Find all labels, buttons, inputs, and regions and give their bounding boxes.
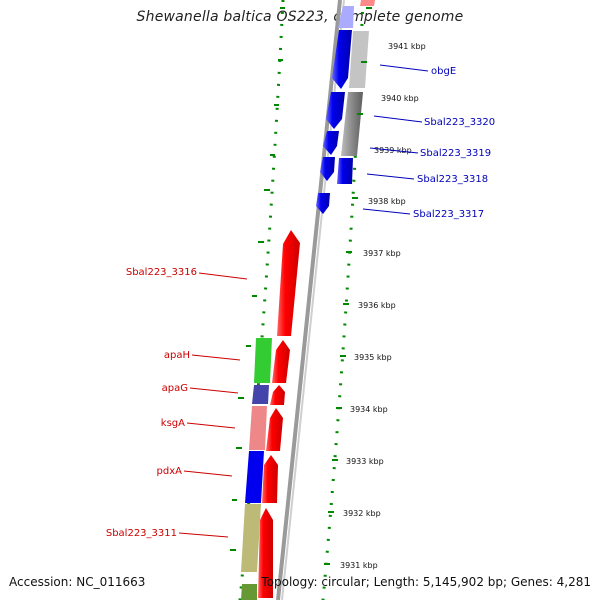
kbp-label: 3934 kbp [350, 405, 388, 414]
gene-label-sbal223-3319[interactable]: Sbal223_3319 [420, 148, 491, 159]
accession-text: Accession: NC_011663 [9, 575, 146, 589]
band [360, 0, 375, 6]
forward-annotation-bands [341, 0, 375, 156]
kbp-label: 3931 kbp [340, 561, 378, 570]
map-title: Shewanella baltica OS223, complete genom… [136, 9, 464, 25]
gene-arrow [272, 340, 290, 383]
kbp-label: 3933 kbp [346, 457, 384, 466]
band [349, 31, 369, 88]
gene-label-sbal223-3320[interactable]: Sbal223_3320 [424, 117, 495, 128]
kbp-label: 3932 kbp [343, 509, 381, 518]
gene-label-pdxA[interactable]: pdxA [157, 466, 183, 477]
gene-arrow [262, 455, 278, 503]
reverse-label-leaders [178, 272, 248, 538]
gene-arrow [266, 408, 283, 451]
kbp-label: 3937 kbp [363, 249, 401, 258]
band [341, 92, 363, 156]
gene-label-ksgA[interactable]: ksgA [161, 418, 185, 429]
gene-arrow [332, 30, 352, 89]
forward-strand-cds [316, 6, 354, 214]
gene-arrow [316, 193, 330, 214]
gene-label-sbal223-3311[interactable]: Sbal223_3311 [106, 528, 177, 539]
gene-label-sbal223-3317[interactable]: Sbal223_3317 [413, 209, 484, 220]
kbp-label: 3940 kbp [381, 94, 419, 103]
gene-arrow [320, 157, 335, 181]
kbp-label: 3935 kbp [354, 353, 392, 362]
gene-arrow [338, 6, 354, 28]
kbp-label: 3938 kbp [368, 197, 406, 206]
gene-arrow [323, 131, 339, 155]
band [252, 385, 269, 404]
gene-label-sbal223-3316[interactable]: Sbal223_3316 [126, 267, 197, 278]
band [241, 584, 257, 600]
gene-label-apaH[interactable]: apaH [164, 350, 190, 361]
genome-summary-text: Topology: circular; Length: 5,145,902 bp… [261, 575, 591, 589]
gene-arrow [277, 230, 300, 336]
reverse-strand-cds [258, 230, 300, 598]
band [254, 338, 272, 383]
gene-arrow [337, 158, 353, 184]
band [245, 451, 264, 503]
reverse-annotation-bands [241, 338, 272, 600]
band [249, 406, 267, 450]
gene-arrow [270, 385, 285, 405]
gc-skew-ticks [230, 7, 372, 565]
forward-label-leaders [362, 64, 429, 215]
gene-label-obgE[interactable]: obgE [431, 66, 456, 77]
gene-arrow [258, 508, 273, 598]
gene-label-sbal223-3318[interactable]: Sbal223_3318 [417, 174, 488, 185]
kbp-label: 3936 kbp [358, 301, 396, 310]
band [241, 504, 261, 572]
gene-label-apaG[interactable]: apaG [162, 383, 188, 394]
gene-arrow [326, 92, 345, 129]
kbp-label: 3941 kbp [388, 42, 426, 51]
